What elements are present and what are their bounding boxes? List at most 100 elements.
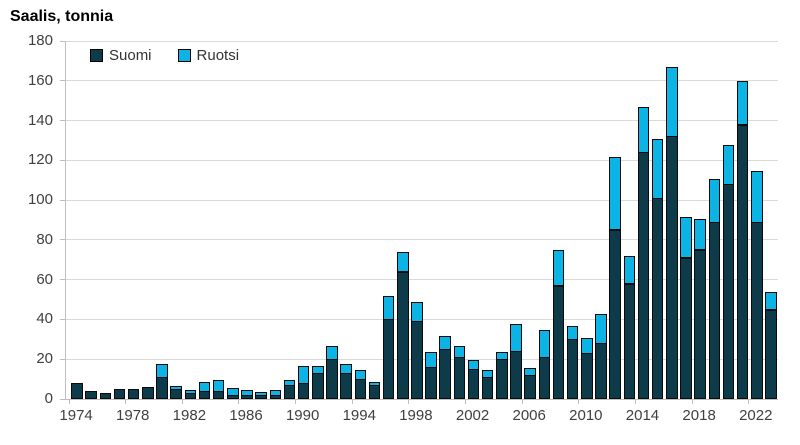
bar-segment-suomi-1980 bbox=[156, 377, 168, 399]
x-tick-label-2022: 2022 bbox=[739, 407, 773, 424]
x-tick-2022 bbox=[748, 399, 750, 404]
bar-segment-suomi-2023 bbox=[765, 309, 777, 399]
legend-label-suomi: Suomi bbox=[109, 47, 152, 64]
bar-segment-suomi-2000 bbox=[439, 349, 451, 399]
bar-segment-suomi-1982 bbox=[184, 393, 197, 399]
bar-segment-ruotsi-1992 bbox=[326, 345, 338, 360]
bar-segment-suomi-2020 bbox=[722, 184, 735, 399]
bar-segment-suomi-1995 bbox=[368, 385, 381, 399]
suomi-swatch-icon bbox=[90, 49, 103, 62]
bar-segment-suomi-2022 bbox=[751, 222, 763, 399]
y-tick-180 bbox=[60, 40, 65, 42]
bar-segment-ruotsi-1993 bbox=[340, 363, 352, 374]
bar-segment-ruotsi-2014 bbox=[637, 107, 650, 153]
x-tick-label-1978: 1978 bbox=[116, 407, 150, 424]
x-tick-label-1994: 1994 bbox=[342, 407, 376, 424]
x-tick-2018 bbox=[691, 399, 693, 404]
bar-segment-suomi-2008 bbox=[552, 285, 565, 399]
bar-segment-suomi-1987 bbox=[255, 395, 267, 399]
x-tick-label-2018: 2018 bbox=[682, 407, 716, 424]
y-tick-label-20: 20 bbox=[36, 350, 53, 368]
bar-segment-ruotsi-2005 bbox=[510, 323, 522, 352]
bar-segment-ruotsi-1999 bbox=[425, 351, 437, 368]
y-tick-label-140: 140 bbox=[27, 111, 53, 129]
bar-segment-suomi-1977 bbox=[113, 389, 126, 399]
bar-segment-ruotsi-1980 bbox=[156, 363, 168, 378]
plot-area: Suomi Ruotsi bbox=[65, 40, 778, 400]
gridline-y-80 bbox=[66, 239, 778, 241]
legend-item-suomi: Suomi bbox=[90, 47, 152, 64]
bar-segment-ruotsi-2002 bbox=[467, 359, 480, 370]
bar-segment-ruotsi-1997 bbox=[397, 252, 409, 273]
y-tick-120 bbox=[60, 159, 65, 161]
bar-segment-ruotsi-2021 bbox=[736, 81, 749, 126]
y-tick-20 bbox=[60, 358, 65, 360]
bar-segment-suomi-1978 bbox=[127, 389, 140, 399]
y-tick-80 bbox=[60, 239, 65, 241]
y-tick-label-40: 40 bbox=[36, 310, 53, 328]
x-tick-label-1986: 1986 bbox=[229, 407, 263, 424]
bar-segment-ruotsi-1990 bbox=[297, 365, 310, 384]
bar-segment-suomi-2016 bbox=[666, 136, 678, 399]
x-tick-label-1982: 1982 bbox=[172, 407, 207, 424]
bar-segment-suomi-2019 bbox=[708, 222, 721, 399]
bar-segment-suomi-2007 bbox=[538, 357, 551, 399]
y-axis: 0 20 40 60 80 100 120 140 160 180 bbox=[0, 32, 65, 407]
y-tick-label-160: 160 bbox=[27, 71, 53, 89]
bar-segment-suomi-2006 bbox=[524, 375, 536, 399]
x-tick-2010 bbox=[578, 399, 580, 404]
y-tick-label-180: 180 bbox=[27, 32, 53, 49]
bar-segment-suomi-2005 bbox=[510, 351, 522, 399]
bar-segment-suomi-2009 bbox=[566, 339, 579, 399]
bar-segment-suomi-1981 bbox=[170, 389, 182, 399]
bar-segment-suomi-1983 bbox=[198, 391, 211, 399]
gridline-y-180 bbox=[66, 40, 778, 42]
bar-segment-ruotsi-2013 bbox=[623, 256, 636, 285]
x-tick-2014 bbox=[634, 399, 636, 404]
bar-segment-suomi-2003 bbox=[481, 377, 494, 399]
bar-segment-suomi-1986 bbox=[241, 395, 253, 399]
y-tick-label-60: 60 bbox=[36, 270, 53, 288]
bar-segment-suomi-2001 bbox=[453, 357, 466, 399]
x-tick-2002 bbox=[464, 399, 466, 404]
bar-segment-ruotsi-2011 bbox=[595, 313, 607, 344]
y-tick-40 bbox=[60, 318, 65, 320]
bar-segment-ruotsi-2009 bbox=[566, 325, 579, 340]
gridline-y-140 bbox=[66, 120, 778, 122]
x-tick-1982 bbox=[181, 399, 183, 404]
x-tick-1978 bbox=[125, 399, 127, 404]
bar-segment-suomi-2011 bbox=[595, 343, 607, 399]
bar-segment-suomi-2015 bbox=[651, 198, 664, 399]
y-tick-100 bbox=[60, 199, 65, 201]
bar-segment-suomi-1990 bbox=[297, 383, 310, 399]
ruotsi-swatch-icon bbox=[177, 49, 191, 62]
bar-segment-ruotsi-1994 bbox=[354, 369, 367, 380]
bar-segment-suomi-2002 bbox=[467, 369, 480, 399]
bar-segment-suomi-1984 bbox=[212, 391, 225, 399]
y-tick-label-120: 120 bbox=[27, 151, 53, 169]
bar-segment-suomi-1991 bbox=[312, 373, 324, 399]
y-tick-160 bbox=[60, 80, 65, 82]
x-tick-1990 bbox=[295, 399, 297, 404]
bar-segment-ruotsi-2018 bbox=[694, 218, 706, 251]
bar-segment-ruotsi-1996 bbox=[382, 296, 395, 320]
x-tick-label-2010: 2010 bbox=[569, 407, 603, 424]
x-tick-label-2002: 2002 bbox=[455, 407, 490, 424]
bar-segment-suomi-1976 bbox=[99, 393, 112, 399]
bar-segment-ruotsi-2008 bbox=[552, 250, 565, 287]
x-tick-label-1990: 1990 bbox=[285, 407, 320, 424]
bar-segment-ruotsi-2007 bbox=[538, 329, 551, 358]
x-axis: 1974 1978 1982 1986 1990 1994 1998 2002 2006 2010… bbox=[59, 399, 777, 439]
bar-segment-suomi-1998 bbox=[411, 321, 423, 399]
x-tick-1974 bbox=[68, 399, 70, 404]
bar-segment-ruotsi-1983 bbox=[198, 381, 211, 392]
bar-segment-ruotsi-2022 bbox=[751, 170, 763, 223]
bar-segment-suomi-1992 bbox=[326, 359, 338, 399]
bar-segment-ruotsi-2010 bbox=[581, 337, 593, 354]
bar-segment-ruotsi-2020 bbox=[722, 144, 735, 185]
y-tick-0 bbox=[60, 398, 65, 400]
bar-segment-ruotsi-2019 bbox=[708, 178, 721, 223]
bar-segment-suomi-2021 bbox=[736, 124, 749, 399]
bar-segment-ruotsi-2000 bbox=[439, 335, 451, 350]
